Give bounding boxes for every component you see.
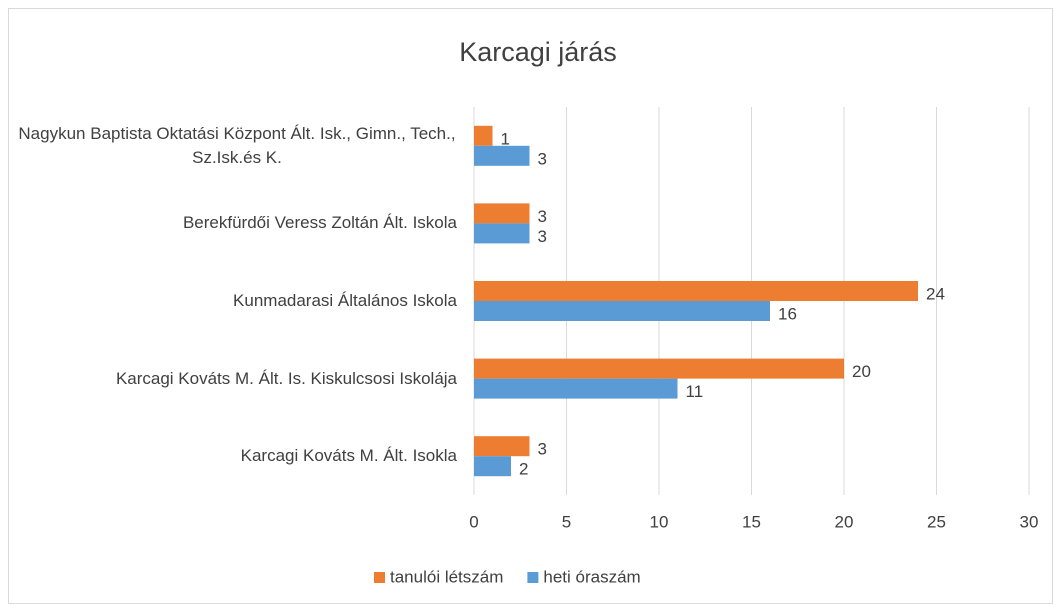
y-tick-label-box: Karcagi Kováts M. Ált. Isokla [241, 444, 457, 468]
bar [474, 358, 844, 379]
y-tick-label: Karcagi Kováts M. Ált. Isokla [240, 446, 457, 466]
y-tick-label: Kunmadarasi Általános Iskola [233, 291, 457, 310]
data-label: 24 [926, 284, 945, 303]
legend-swatch [527, 572, 539, 583]
bar [474, 125, 493, 146]
data-label: 3 [538, 227, 547, 246]
y-tick-label: Nagykun Baptista Oktatási Központ Ált. I… [18, 123, 456, 167]
data-label: 2 [519, 460, 528, 479]
bar [474, 456, 511, 477]
x-tick-label: 30 [1020, 512, 1039, 531]
legend-label: tanulói létszám [390, 567, 503, 586]
bar [474, 223, 530, 244]
legend-label: heti óraszám [543, 567, 640, 586]
y-tick-label-box: Kunmadarasi Általános Iskola [233, 289, 457, 313]
bar [474, 145, 530, 166]
x-tick-label: 5 [562, 512, 571, 531]
x-tick-label: 20 [835, 512, 854, 531]
data-label: 1 [501, 129, 510, 148]
y-tick-label-box: Nagykun Baptista Oktatási Központ Ált. I… [17, 122, 457, 170]
data-label: 3 [538, 440, 547, 459]
bar [474, 281, 918, 301]
x-tick-label: 15 [742, 512, 761, 531]
y-tick-label: Karcagi Kováts M. Ált. Is. Kiskulcsosi I… [115, 368, 457, 388]
bar [474, 378, 678, 399]
bar [474, 203, 530, 224]
chart-title: Karcagi járás [459, 37, 617, 67]
y-tick-label-box: Berekfürdői Veress Zoltán Ált. Iskola [183, 211, 457, 235]
bar [474, 436, 530, 457]
y-tick-label-box: Karcagi Kováts M. Ált. Is. Kiskulcsosi I… [116, 367, 457, 391]
bar [474, 301, 770, 321]
data-label: 20 [852, 362, 871, 381]
data-label: 3 [538, 207, 547, 226]
x-tick-label: 0 [469, 512, 478, 531]
x-tick-label: 10 [650, 512, 669, 531]
y-tick-label: Berekfürdői Veress Zoltán Ált. Iskola [182, 213, 457, 233]
x-tick-label: 25 [927, 512, 946, 531]
data-label: 11 [686, 382, 704, 401]
data-label: 16 [778, 304, 797, 323]
legend-swatch [374, 572, 385, 583]
data-label: 3 [538, 149, 547, 168]
